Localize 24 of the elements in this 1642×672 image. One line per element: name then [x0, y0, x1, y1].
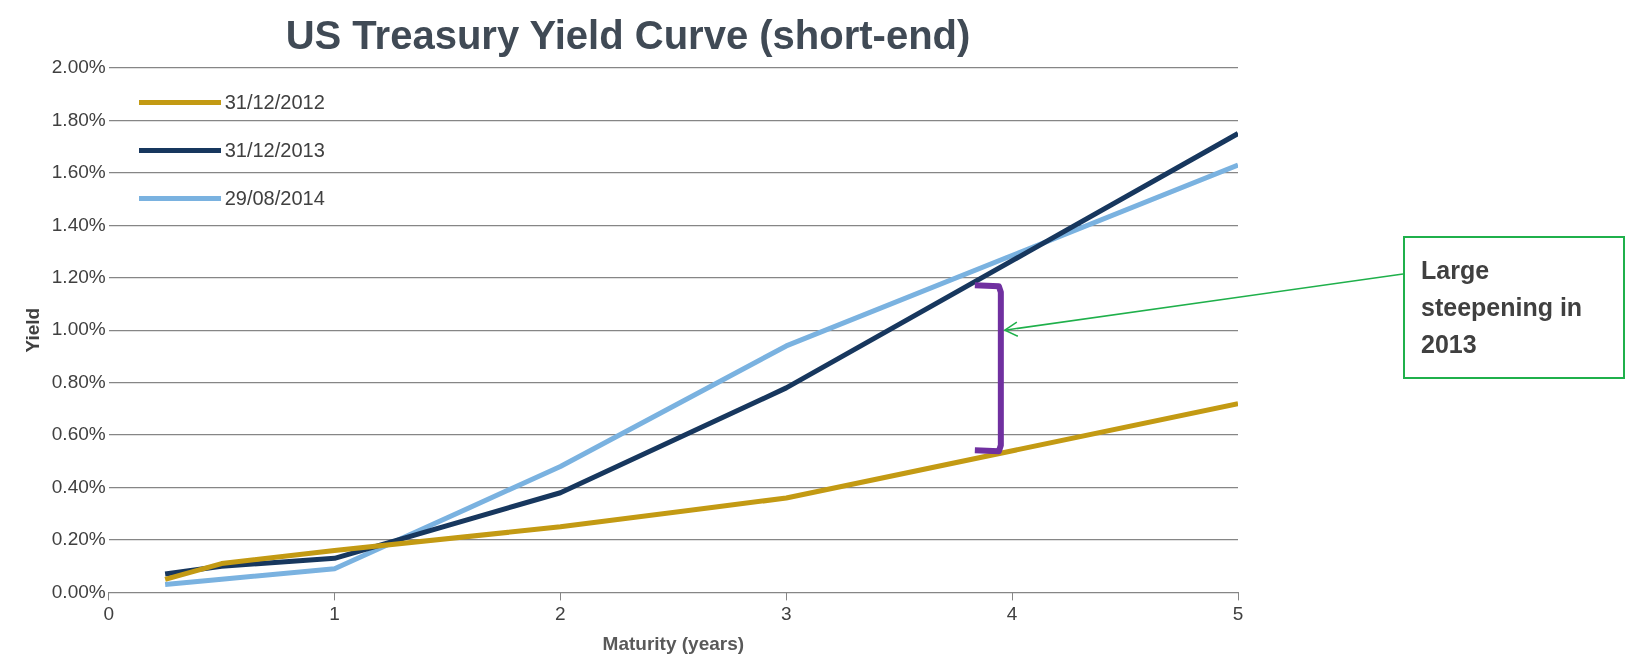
- y-tick-label: 0.60%: [51, 423, 106, 445]
- legend-label: 29/08/2014: [224, 186, 325, 210]
- legend-label: 31/12/2012: [224, 90, 325, 114]
- y-tick-label: 1.20%: [51, 265, 106, 287]
- y-tick-label: 0.40%: [51, 475, 106, 497]
- x-tick-label: 1: [329, 603, 340, 625]
- y-tick-label: 1.00%: [51, 318, 106, 340]
- x-tick-label: 3: [780, 603, 792, 625]
- legend-label: 31/12/2013: [224, 138, 325, 162]
- y-tick-label: 0.20%: [51, 528, 106, 550]
- x-axis-title: Maturity (years): [602, 632, 745, 654]
- y-tick-label: 1.60%: [51, 161, 106, 183]
- y-tick-label: 2.00%: [51, 56, 106, 78]
- y-tick-label: 0.80%: [51, 370, 106, 392]
- text: Large steepening in 2013: [1403, 236, 1625, 379]
- y-tick-label: 1.80%: [51, 108, 106, 130]
- x-tick-label: 0: [103, 603, 114, 625]
- y-axis-title: Yield: [21, 307, 43, 353]
- x-tick-label: 4: [1006, 603, 1018, 625]
- chart-title: US Treasury Yield Curve (short-end): [285, 13, 971, 58]
- y-tick-label: 1.40%: [51, 213, 106, 235]
- y-tick-label: 0.00%: [51, 580, 106, 602]
- x-tick-label: 5: [1232, 603, 1244, 625]
- x-tick-label: 2: [555, 603, 566, 625]
